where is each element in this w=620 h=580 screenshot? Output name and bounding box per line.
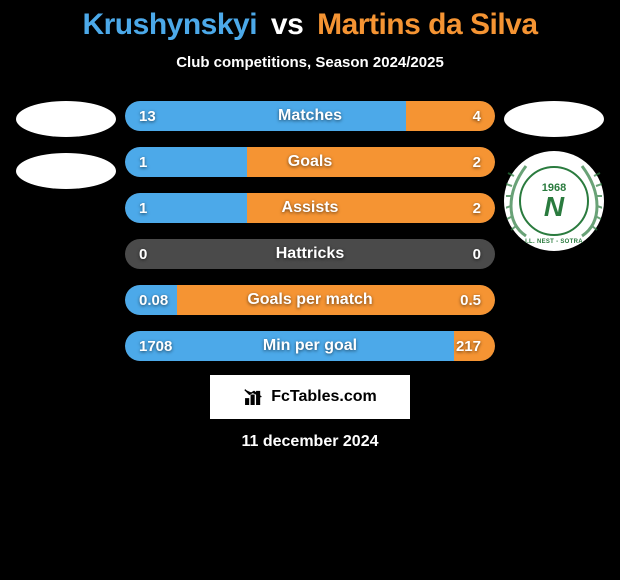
badge-club-name: I.L. NEST - SOTRA — [525, 239, 583, 245]
stat-bar: 00Hattricks — [125, 239, 495, 269]
player1-club-badge — [16, 153, 116, 189]
stat-bar: 12Assists — [125, 193, 495, 223]
stat-bar: 12Goals — [125, 147, 495, 177]
stat-bar: 134Matches — [125, 101, 495, 131]
bar-label: Assists — [125, 199, 495, 217]
bar-label: Goals per match — [125, 291, 495, 309]
player2-club-badge: 1968 N I.L. NEST - SOTRA — [504, 151, 604, 251]
badge-letter: N — [544, 196, 564, 218]
comparison-bars: 134Matches 12Goals 12Assists 00Hattricks 0.0… — [125, 101, 495, 361]
brand-text: FcTables.com — [271, 388, 377, 406]
bar-label: Min per goal — [125, 337, 495, 355]
bar-label: Goals — [125, 153, 495, 171]
title-player1: Krushynskyi — [82, 8, 257, 41]
player2-country-badge — [504, 101, 604, 137]
bar-label: Hattricks — [125, 245, 495, 263]
chart-icon — [243, 386, 265, 408]
title-vs: vs — [271, 8, 303, 41]
stat-bar: 1708217Min per goal — [125, 331, 495, 361]
page-title: Krushynskyi vs Martins da Silva — [82, 8, 537, 42]
brand-badge: FcTables.com — [210, 375, 410, 419]
left-logos-column — [15, 101, 125, 205]
right-logos-column: 1968 N I.L. NEST - SOTRA — [495, 101, 605, 251]
stat-bar: 0.080.5Goals per match — [125, 285, 495, 315]
player1-country-badge — [16, 101, 116, 137]
title-player2: Martins da Silva — [317, 8, 537, 41]
bar-label: Matches — [125, 107, 495, 125]
footer-date: 11 december 2024 — [242, 433, 379, 451]
subtitle: Club competitions, Season 2024/2025 — [176, 54, 444, 71]
